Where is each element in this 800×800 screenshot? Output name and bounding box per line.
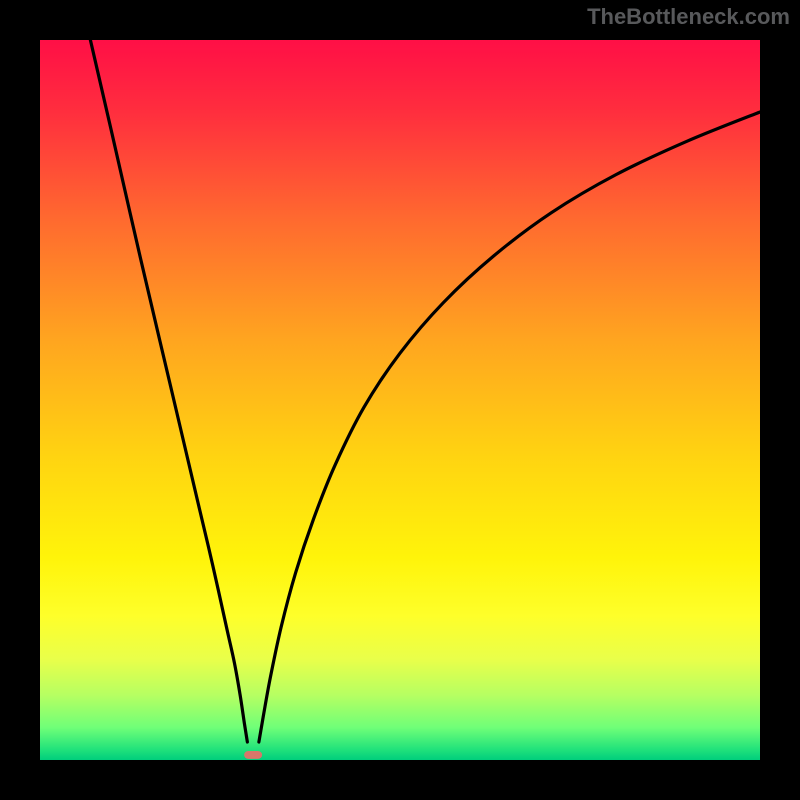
frame-border-left [0, 0, 40, 800]
bottleneck-chart [0, 0, 800, 800]
plot-background [40, 40, 760, 760]
frame-border-bottom [0, 760, 800, 800]
bottleneck-marker [244, 751, 262, 759]
frame-border-right [760, 0, 800, 800]
watermark-text: TheBottleneck.com [587, 4, 790, 30]
